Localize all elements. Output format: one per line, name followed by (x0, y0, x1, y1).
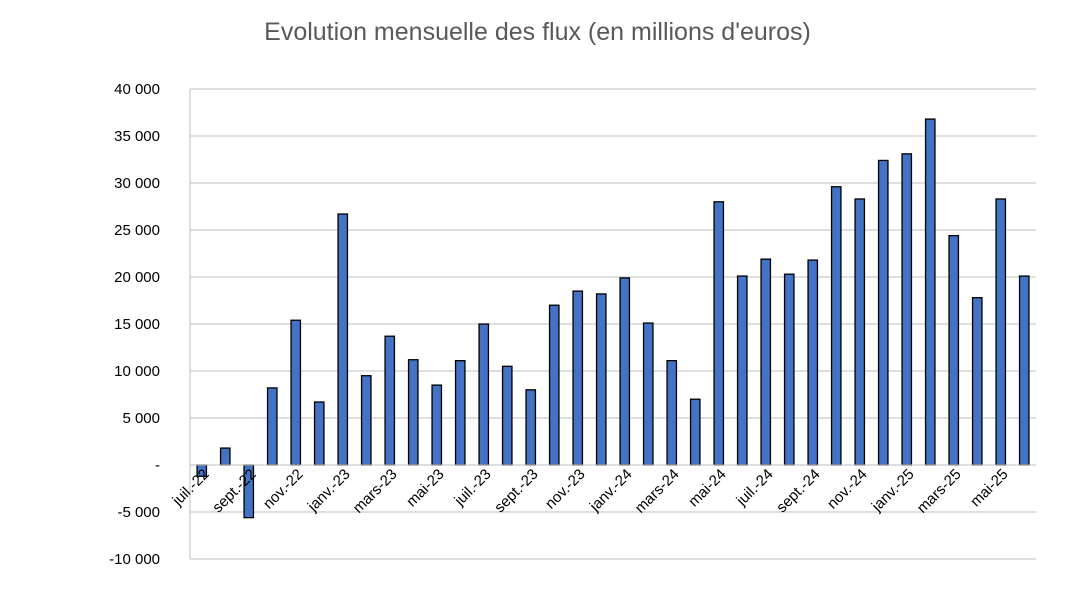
bar (760, 258, 772, 466)
y-tick-label: 40 000 (114, 81, 160, 98)
x-tick-label: nov.-24 (824, 466, 871, 513)
x-tick-label: mars-25 (914, 466, 965, 517)
bar (501, 365, 513, 466)
x-tick-label: mars-24 (632, 466, 683, 517)
bar (736, 275, 748, 466)
bar (454, 360, 466, 466)
bar (384, 335, 396, 466)
x-tick-label: janv.-23 (304, 466, 354, 516)
x-tick-label: nov.-23 (542, 466, 589, 513)
x-tick-label: sept.-24 (773, 466, 823, 516)
bar (431, 384, 443, 466)
bar (901, 153, 913, 466)
bar (971, 297, 983, 466)
x-tick-label: mars-23 (350, 466, 401, 517)
bar (266, 387, 278, 466)
bar (807, 259, 819, 466)
bar (666, 360, 678, 466)
bar (924, 118, 936, 466)
x-tick-label: mai-24 (685, 466, 729, 510)
bar (642, 322, 654, 466)
bar (548, 304, 560, 466)
x-tick-label: juil.-22 (169, 466, 213, 510)
y-tick-label: - (155, 457, 160, 474)
bar (783, 273, 795, 466)
bar (572, 290, 584, 466)
bar (1018, 275, 1030, 466)
y-tick-label: -10 000 (109, 551, 160, 568)
bar (877, 159, 889, 466)
y-tick-label: 30 000 (114, 175, 160, 192)
x-tick-label: nov.-22 (260, 466, 307, 513)
y-tick-label: 15 000 (114, 316, 160, 333)
bar (689, 398, 701, 466)
bar (948, 234, 960, 466)
y-tick-label: 35 000 (114, 128, 160, 145)
chart-title: Evolution mensuelle des flux (en million… (264, 18, 811, 46)
bar (595, 293, 607, 466)
bar (525, 389, 537, 466)
bar (337, 213, 349, 466)
x-tick-label: janv.-25 (868, 466, 918, 516)
x-tick-label: sept.-23 (491, 466, 541, 516)
bar (995, 198, 1007, 466)
bar (219, 447, 231, 466)
y-tick-label: 10 000 (114, 363, 160, 380)
bar (313, 401, 325, 466)
x-tick-label: mai-25 (967, 466, 1011, 510)
bar (290, 319, 302, 466)
bar (854, 198, 866, 466)
bar (478, 323, 490, 466)
bar (360, 375, 372, 466)
bar (619, 277, 631, 466)
x-tick-label: juil.-24 (733, 466, 777, 510)
bar (407, 359, 419, 466)
x-tick-label: janv.-24 (586, 466, 636, 516)
y-tick-label: 5 000 (122, 410, 160, 427)
y-tick-label: 20 000 (114, 269, 160, 286)
bar (713, 201, 725, 466)
y-tick-label: -5 000 (117, 504, 160, 521)
y-tick-label: 25 000 (114, 222, 160, 239)
x-tick-label: mai-23 (403, 466, 447, 510)
bar (830, 186, 842, 466)
x-tick-label: juil.-23 (451, 466, 495, 510)
